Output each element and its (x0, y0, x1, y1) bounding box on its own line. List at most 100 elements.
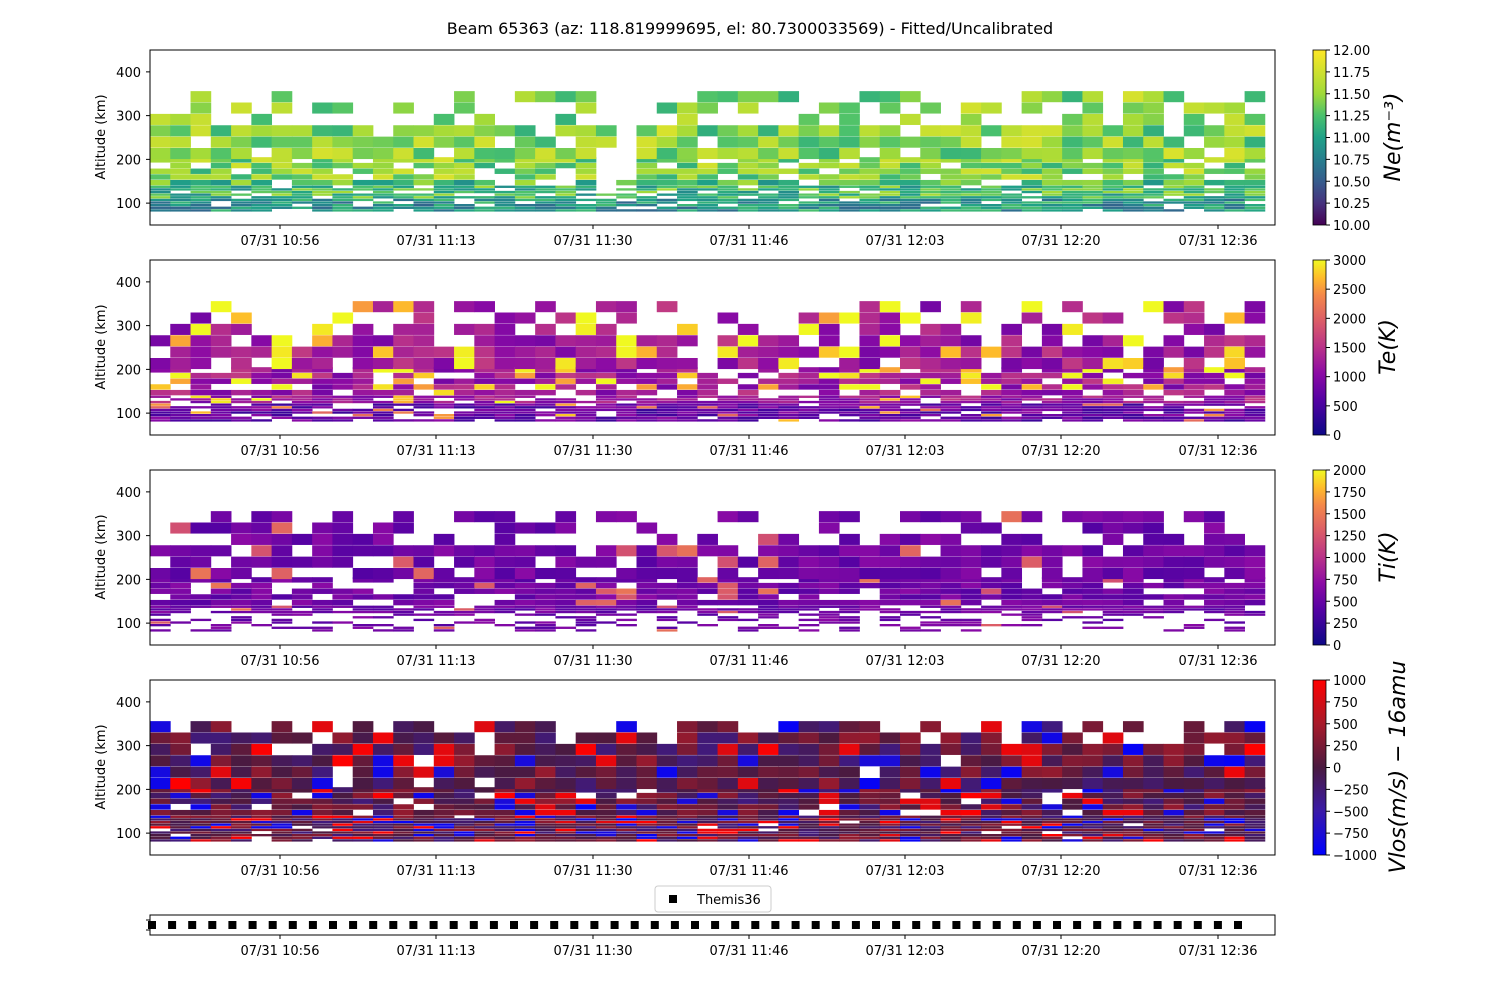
heatmap-cell (1143, 419, 1164, 422)
heatmap-cell (1001, 157, 1023, 163)
heatmap-cell (839, 148, 860, 160)
heatmap-cell (494, 157, 516, 163)
heatmap-cell (393, 301, 414, 313)
heatmap-cell (798, 839, 820, 842)
heatmap-cell (393, 372, 414, 379)
heatmap-cell (1082, 809, 1104, 816)
heatmap-cell (150, 588, 171, 594)
heatmap-cell (960, 778, 982, 790)
heatmap-cell (1163, 190, 1185, 194)
x-tick-label: 07/31 10:56 (240, 944, 319, 959)
heatmap-cell (372, 755, 394, 767)
heatmap-cell (1102, 823, 1124, 826)
y-tick-label: 300 (116, 320, 141, 335)
heatmap-cell (656, 588, 678, 594)
heatmap-cell (798, 148, 820, 160)
heatmap-cell (1021, 798, 1043, 804)
heatmap-cell (1224, 629, 1245, 632)
heatmap-cell (1122, 605, 1144, 608)
heatmap-cell (859, 185, 881, 188)
heatmap-cell (271, 91, 293, 103)
heatmap-cell (312, 384, 333, 390)
heatmap-cell (1102, 815, 1124, 818)
heatmap-cell (1041, 179, 1063, 186)
heatmap-cell (818, 179, 840, 186)
heatmap-cell (1082, 616, 1104, 619)
heatmap-cell (413, 568, 435, 580)
heatmap-cell (575, 629, 597, 632)
heatmap-cell (433, 755, 455, 767)
heatmap-cell (717, 395, 739, 398)
heatmap-cell (656, 826, 678, 829)
heatmap-cell (879, 568, 901, 580)
heatmap-cell (433, 778, 455, 790)
heatmap-cell (170, 188, 191, 191)
heatmap-cell (1021, 787, 1043, 793)
heatmap-cell (697, 787, 718, 793)
heatmap-cell (393, 743, 414, 755)
ti-colorbar (1312, 469, 1327, 646)
heatmap-cell (312, 792, 333, 799)
heatmap-cell (372, 209, 394, 212)
heatmap-cell (818, 613, 840, 616)
heatmap-cell (717, 588, 739, 594)
heatmap-cell (1143, 834, 1164, 837)
heatmap-cell (1001, 545, 1023, 557)
heatmap-cell (737, 148, 759, 160)
heatmap-cell (960, 792, 982, 799)
heatmap-cell (900, 136, 921, 148)
heatmap-cell (413, 766, 435, 778)
heatmap-cell (170, 809, 191, 816)
heatmap-cell (839, 605, 860, 608)
heatmap-cell (474, 766, 495, 778)
heatmap-cell (1062, 403, 1083, 406)
heatmap-cell (717, 414, 739, 417)
heatmap-cell (1122, 828, 1144, 832)
heatmap-cell (1143, 206, 1164, 209)
heatmap-cell (879, 416, 901, 419)
heatmap-cell (231, 792, 252, 799)
heatmap-cell (555, 384, 577, 390)
heatmap-cell (677, 193, 698, 196)
heatmap-cell (1143, 818, 1164, 821)
heatmap-cell (413, 201, 435, 204)
heatmap-cell (879, 624, 901, 627)
heatmap-cell (981, 148, 1002, 160)
heatmap-cell (1163, 408, 1185, 412)
heatmap-cell (818, 196, 840, 199)
heatmap-cell (231, 408, 252, 412)
heatmap-cell (555, 834, 577, 837)
heatmap-cell (1122, 372, 1144, 379)
heatmap-cell (697, 823, 718, 826)
heatmap-cell (433, 201, 455, 204)
heatmap-cell (150, 836, 171, 839)
heatmap-cell (616, 839, 637, 842)
heatmap-cell (312, 398, 333, 401)
heatmap-cell (1001, 743, 1023, 755)
heatmap-cell (1163, 828, 1185, 832)
heatmap-cell (940, 335, 962, 347)
heatmap-cell (920, 301, 941, 313)
heatmap-cell (859, 599, 881, 606)
heatmap-cell (1143, 414, 1164, 417)
heatmap-cell (1102, 395, 1124, 398)
heatmap-cell (737, 618, 759, 622)
heatmap-cell (1082, 384, 1104, 390)
heatmap-cell (291, 358, 313, 370)
heatmap-cell (413, 818, 435, 821)
themis-marker (489, 921, 498, 929)
heatmap-cell (1021, 839, 1043, 842)
heatmap-cell (595, 323, 617, 335)
heatmap-cell (474, 588, 495, 594)
colorbar-tick-label: 3000 (1333, 254, 1366, 269)
heatmap-cell (271, 766, 293, 778)
heatmap-cell (737, 91, 759, 103)
themis-legend: Themis36 (654, 885, 772, 913)
heatmap-cell (717, 198, 739, 202)
heatmap-cell (170, 335, 191, 347)
heatmap-cell (332, 828, 354, 832)
themis-x-axis: 07/31 10:56 07/31 11:13 07/31 11:30 07/31 1… (240, 935, 1258, 959)
heatmap-cell (413, 206, 435, 209)
heatmap-cell (1183, 605, 1205, 608)
